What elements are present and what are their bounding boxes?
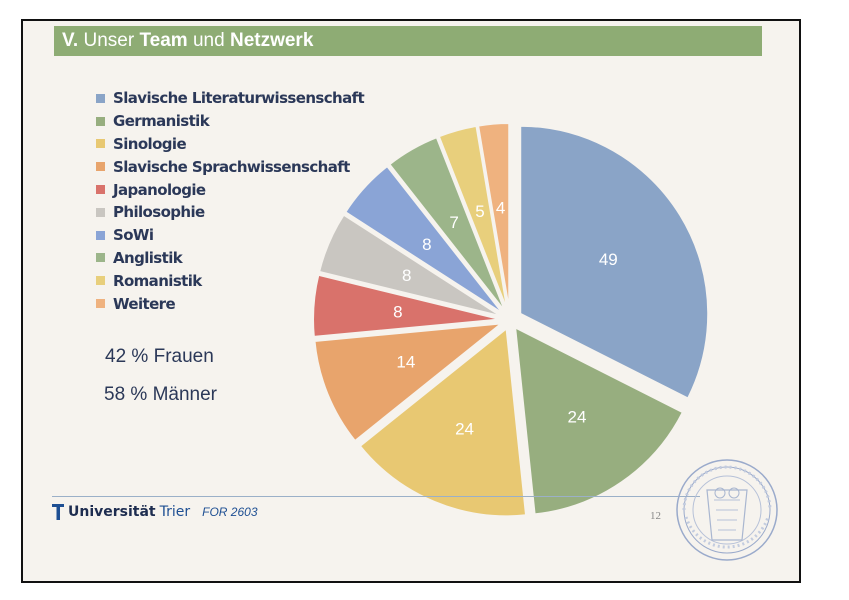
pie-slice-slavische-sprachwissenschaft bbox=[313, 322, 505, 443]
legend-item-japanologie: Japanologie bbox=[96, 178, 364, 201]
legend-label: Sinologie bbox=[113, 134, 187, 153]
pie-data-label-germanistik: 24 bbox=[568, 408, 587, 427]
chart-legend: Slavische Literaturwissenschaft Germanist… bbox=[96, 87, 365, 315]
university-seal-icon bbox=[676, 459, 778, 561]
legend-item-weitere: Weitere bbox=[96, 292, 364, 315]
pie-slice-sowi bbox=[343, 164, 505, 315]
legend-label: SoWi bbox=[113, 226, 154, 245]
legend-swatch bbox=[96, 93, 105, 103]
pie-data-label-slavische-sprachwissenschaft: 14 bbox=[396, 353, 415, 372]
legend-label: Slavische Literaturwissenschaft bbox=[113, 89, 365, 108]
legend-item-sowi: SoWi bbox=[96, 224, 364, 247]
legend-swatch bbox=[96, 207, 105, 217]
pie-data-label-romanistik: 5 bbox=[475, 202, 484, 221]
university-logo-icon bbox=[52, 504, 64, 520]
legend-item-anglistik: Anglistik bbox=[96, 247, 364, 270]
pie-slice-slavische-literaturwissenschaft bbox=[519, 124, 710, 400]
legend-label: Philosophie bbox=[113, 203, 205, 222]
pie-slice-japanologie bbox=[312, 273, 502, 339]
legend-swatch bbox=[96, 185, 105, 195]
pie-data-label-slavische-literaturwissenschaft: 49 bbox=[599, 250, 618, 269]
legend-label: Slavische Sprachwissenschaft bbox=[113, 157, 350, 176]
page-number: 12 bbox=[650, 510, 661, 522]
legend-swatch bbox=[96, 276, 105, 286]
logo-trier: Trier bbox=[159, 504, 191, 520]
stat-women: 42 % Frauen bbox=[105, 346, 214, 367]
pie-slice-romanistik bbox=[437, 124, 509, 312]
legend-item-philosophie: Philosophie bbox=[96, 201, 364, 224]
logo-university: Universität bbox=[68, 504, 156, 520]
pie-slice-anglistik bbox=[388, 135, 507, 313]
footer-divider bbox=[52, 496, 700, 497]
legend-swatch bbox=[96, 253, 105, 263]
legend-swatch bbox=[96, 116, 105, 126]
pie-data-label-philosophie: 8 bbox=[402, 266, 411, 285]
pie-slice-weitere bbox=[476, 122, 511, 312]
pie-data-label-weitere: 4 bbox=[496, 198, 505, 217]
pie-slice-sinologie bbox=[358, 326, 528, 518]
legend-label: Germanistik bbox=[113, 112, 210, 131]
pie-data-label-japanologie: 8 bbox=[393, 302, 402, 321]
legend-label: Anglistik bbox=[113, 248, 183, 267]
legend-item-slavische-sprachwissenschaft: Slavische Sprachwissenschaft bbox=[96, 155, 364, 178]
legend-item-slavische-literaturwissenschaft: Slavische Literaturwissenschaft bbox=[96, 87, 365, 110]
legend-item-germanistik: Germanistik bbox=[96, 110, 364, 133]
legend-label: Romanistik bbox=[113, 271, 202, 290]
pie-data-label-sinologie: 24 bbox=[455, 419, 474, 438]
slide-title: V. Unser Team und Netzwerk bbox=[54, 26, 762, 56]
legend-swatch bbox=[96, 230, 105, 240]
legend-label: Japanologie bbox=[113, 180, 206, 199]
legend-swatch bbox=[96, 139, 105, 149]
legend-item-romanistik: Romanistik bbox=[96, 269, 364, 292]
university-logo: Universität Trier FOR 2603 bbox=[52, 504, 258, 520]
project-label: FOR 2603 bbox=[202, 505, 258, 519]
legend-swatch bbox=[96, 299, 105, 309]
pie-data-label-anglistik: 7 bbox=[449, 213, 458, 232]
pie-slice-philosophie bbox=[317, 213, 503, 318]
legend-item-sinologie: Sinologie bbox=[96, 133, 364, 156]
legend-label: Weitere bbox=[113, 294, 176, 313]
legend-swatch bbox=[96, 162, 105, 172]
stat-men: 58 % Männer bbox=[104, 384, 218, 405]
pie-data-label-sowi: 8 bbox=[422, 235, 431, 254]
pie-slice-germanistik bbox=[513, 325, 685, 516]
